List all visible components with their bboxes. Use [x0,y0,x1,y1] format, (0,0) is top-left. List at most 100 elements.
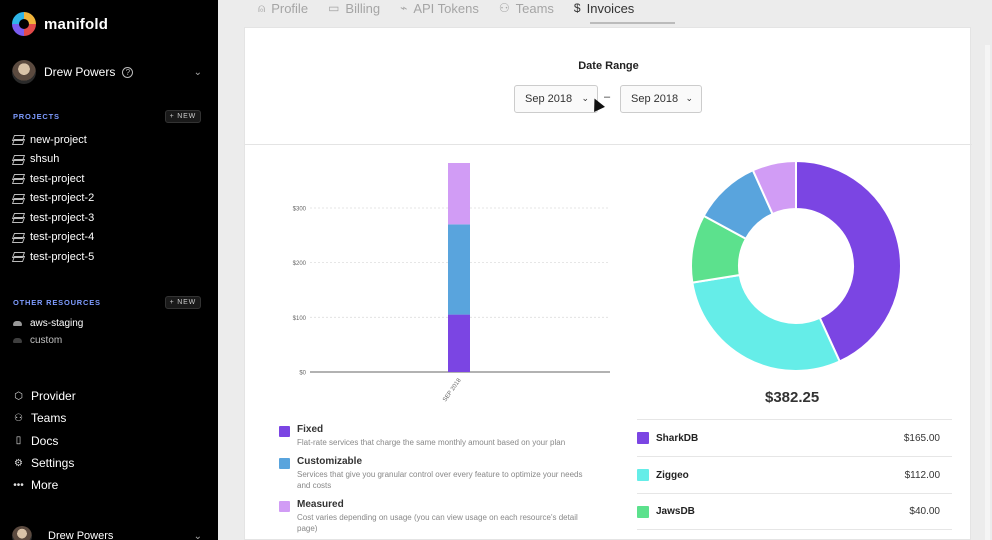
avatar [12,526,32,540]
date-range-label: Date Range [578,60,639,72]
start-month-select[interactable]: Sep 2018 ⌄ [514,85,598,113]
tab-label: API Tokens [413,0,479,16]
legend-item: Measured Cost varies depending on usage … [279,499,597,534]
chevron-down-icon: ⌄ [193,66,202,78]
provider-swatch [637,432,649,444]
project-item[interactable]: test-project-3 [13,208,94,228]
provider-row: JawsDB $40.00 [637,493,952,530]
tab-api-tokens[interactable]: ⌁ API Tokens [400,0,479,16]
bar-segment-customizable[interactable] [448,224,470,315]
resource-label: custom [30,335,63,346]
tab-billing[interactable]: ▭ Billing [328,0,380,16]
tab-label: Invoices [586,0,635,16]
nav-label: Docs [31,433,59,448]
teams-icon: ⚇ [14,412,23,424]
provider-name: SharkDB [656,432,699,444]
dollar-icon: $ [573,1,581,15]
tab-profile[interactable]: ⍝ Profile [258,0,308,16]
new-resource-button[interactable]: + NEW [164,296,201,309]
provider-breakdown: SharkDB $165.00 Ziggeo $112.00 JawsDB $4… [637,419,952,530]
stack-icon [13,194,22,203]
project-list: new-project shsuh test-project test-proj… [13,130,94,267]
nav-provider[interactable]: ⬡ Provider [13,385,76,407]
user-name: Drew Powers [44,65,116,79]
tab-label: Teams [515,0,554,16]
resource-list: aws-staging custom [13,315,83,349]
range-separator: – [604,91,611,103]
manifold-logo-icon [12,12,36,36]
legend-desc: Services that give you granular control … [297,470,583,490]
provider-swatch [637,505,649,518]
project-label: test-project [30,172,85,185]
avatar [12,60,36,84]
project-item[interactable]: new-project [13,130,94,150]
resources-title: OTHER RESOURCES [13,298,101,307]
resource-icon [13,321,22,326]
end-month-select[interactable]: Sep 2018 ⌄ [620,85,702,113]
legend-swatch [279,501,290,512]
project-item[interactable]: test-project-5 [13,247,94,267]
nav-settings[interactable]: ⚙ Settings [13,452,76,474]
bottom-account-switcher[interactable]: Drew Powers ⌄ [12,526,202,540]
legend-desc: Cost varies depending on usage (you can … [297,513,578,533]
tab-label: Profile [271,0,309,16]
legend-name: Fixed [297,424,324,435]
y-tick-label: $0 [299,371,306,377]
nav-teams[interactable]: ⚇ Teams [13,407,76,429]
nav-docs[interactable]: ▯ Docs [13,430,76,452]
donut-slice[interactable] [795,159,902,363]
divider [245,144,972,145]
stack-icon [13,135,22,144]
legend-swatch [279,426,290,437]
tab-invoices[interactable]: $ Invoices [574,0,634,16]
provider-name: Ziggeo [656,469,689,481]
book-icon: ▯ [15,435,22,447]
stack-icon [13,213,22,222]
page-scrollbar[interactable] [985,45,990,540]
new-project-button[interactable]: + NEW [164,110,201,123]
legend-item: Fixed Flat-rate services that charge the… [279,424,597,448]
resource-item[interactable]: aws-staging [13,315,83,332]
donut-chart [690,159,902,372]
invoice-card: Date Range Sep 2018 ⌄ – Sep 2018 ⌄ $0 $10… [244,27,972,540]
stacked-bar-chart: $0 $100 $200 $300 SEP 2018 [293,163,610,403]
y-tick-label: $200 [293,261,307,267]
stack-icon [13,233,22,242]
chevron-down-icon: ⌄ [685,93,693,103]
project-item[interactable]: test-project [13,169,94,189]
tab-teams[interactable]: ⚇ Teams [499,0,554,16]
settings-tabs: ⍝ Profile ▭ Billing ⌁ API Tokens ⚇ Teams $ In… [258,0,634,20]
project-label: test-project-4 [30,231,95,244]
nav-label: Settings [31,456,75,471]
project-item[interactable]: shsuh [13,150,94,170]
card-icon: ▭ [328,1,340,15]
donut-slice[interactable] [751,159,797,216]
bar-segment-fixed[interactable] [448,314,470,372]
provider-swatch [637,469,649,481]
provider-row: Ziggeo $112.00 [637,456,952,493]
provider-amount: $165.00 [903,432,940,444]
legend-swatch [279,458,290,469]
help-icon[interactable]: ? [122,66,134,78]
chevron-down-icon: ⌄ [193,530,202,540]
stack-icon [13,252,22,261]
project-item[interactable]: test-project-4 [13,228,94,248]
brand[interactable]: manifold [12,12,108,36]
provider-amount: $40.00 [909,506,940,517]
project-label: test-project-3 [30,211,95,224]
provider-amount: $112.00 [904,469,940,481]
stack-icon [13,155,22,164]
project-item[interactable]: test-project-2 [13,189,94,209]
bar-segment-measured[interactable] [448,163,470,225]
stack-icon [13,174,22,183]
account-switcher[interactable]: Drew Powers ? ⌄ [12,60,202,84]
donut-slice[interactable] [691,273,842,372]
brand-name: manifold [44,15,109,33]
y-tick-label: $100 [293,316,307,322]
active-tab-indicator [590,22,675,24]
project-label: test-project-5 [30,250,95,263]
start-month-value: Sep 2018 [525,93,573,105]
nav-more[interactable]: ••• More [13,474,76,496]
resource-item[interactable]: custom [13,332,83,349]
y-tick-label: $300 [293,206,307,212]
